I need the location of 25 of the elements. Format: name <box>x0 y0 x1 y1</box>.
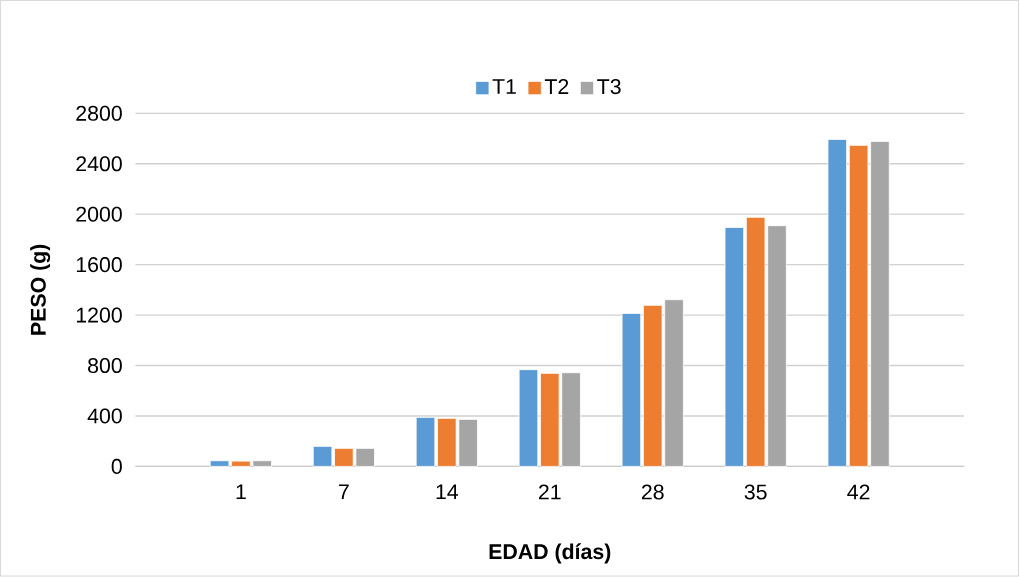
y-tick-label: 1200 <box>76 307 122 323</box>
legend-label: T2 <box>544 79 569 95</box>
y-tick-label: 2000 <box>76 206 122 222</box>
bar <box>827 139 848 467</box>
y-tick-label: 1600 <box>76 257 122 273</box>
x-tick-label: 35 <box>744 484 767 500</box>
y-tick-label: 2400 <box>76 156 122 172</box>
bar <box>621 313 642 467</box>
x-tick-label: 42 <box>847 484 870 500</box>
y-tick-label: 800 <box>88 358 122 374</box>
y-axis-title: PESO (g) <box>30 244 51 335</box>
x-axis-title: EDAD (días) <box>489 543 611 564</box>
legend-label: T1 <box>492 79 516 94</box>
x-tick-label: 21 <box>538 484 561 500</box>
y-tick-label: 2800 <box>76 105 122 122</box>
legend-label: T3 <box>597 79 621 95</box>
x-tick-label: 28 <box>641 484 664 500</box>
x-tick-label: 1 <box>236 484 246 500</box>
y-tick-label: 400 <box>87 408 122 424</box>
bar <box>724 227 745 467</box>
bar <box>518 369 539 467</box>
x-tick-label: 7 <box>339 484 349 500</box>
x-tick-label: 14 <box>436 484 459 500</box>
y-tick-label: 0 <box>111 459 122 475</box>
bar <box>415 417 436 467</box>
